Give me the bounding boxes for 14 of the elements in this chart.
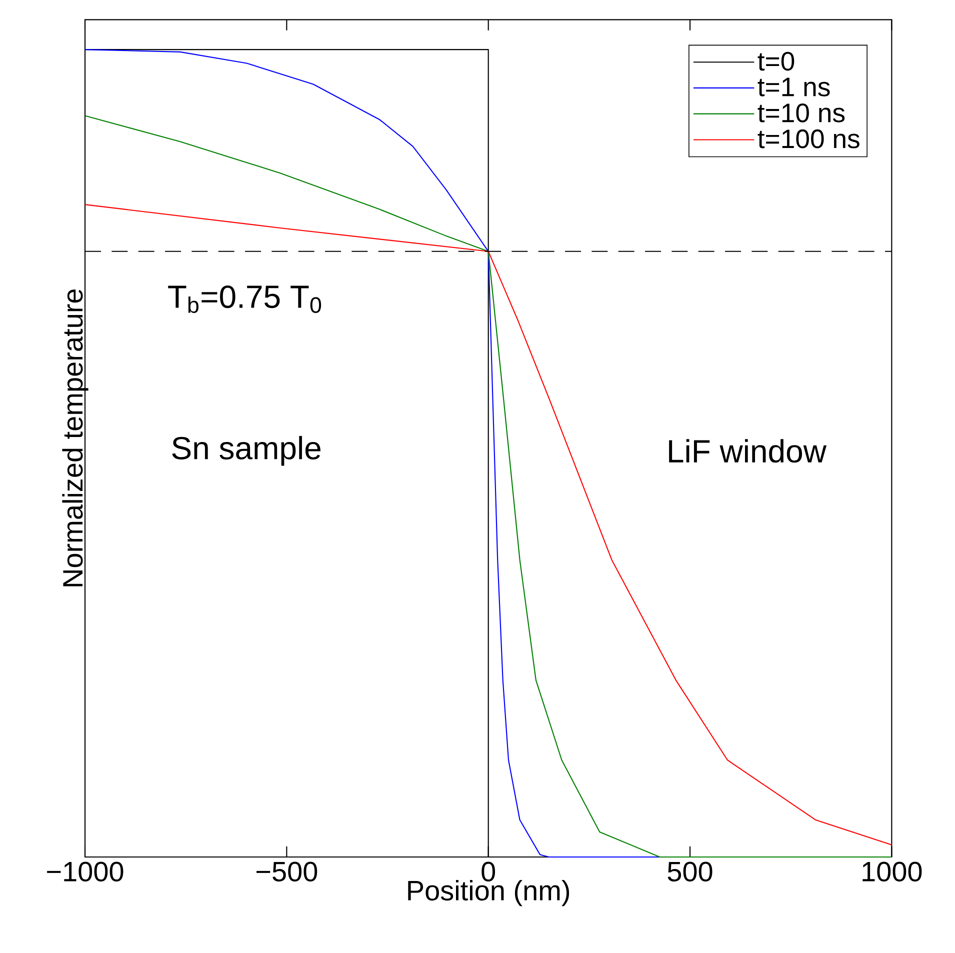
x-tick-label: −500 <box>256 862 318 882</box>
annotation: Sn sample <box>172 436 320 466</box>
ref-line-label: T$_{b}$=0.75 T$_{0}$ <box>168 285 322 313</box>
annotation: LiF window <box>669 439 827 463</box>
x-axis-title: Position (nm) <box>408 880 570 906</box>
y-axis-title: Normalized temperature <box>62 289 88 586</box>
legend-label: t=1 ns <box>758 78 830 96</box>
legend-label: t=0 <box>758 52 794 71</box>
legend-label: t=10 ns <box>758 103 845 122</box>
x-tick-label: 0 <box>482 862 496 882</box>
legend-label: t=100 ns <box>758 129 860 148</box>
x-tick-label: −1000 <box>47 862 124 882</box>
x-tick-label: 500 <box>668 862 712 882</box>
x-tick-label: 1000 <box>862 862 922 882</box>
